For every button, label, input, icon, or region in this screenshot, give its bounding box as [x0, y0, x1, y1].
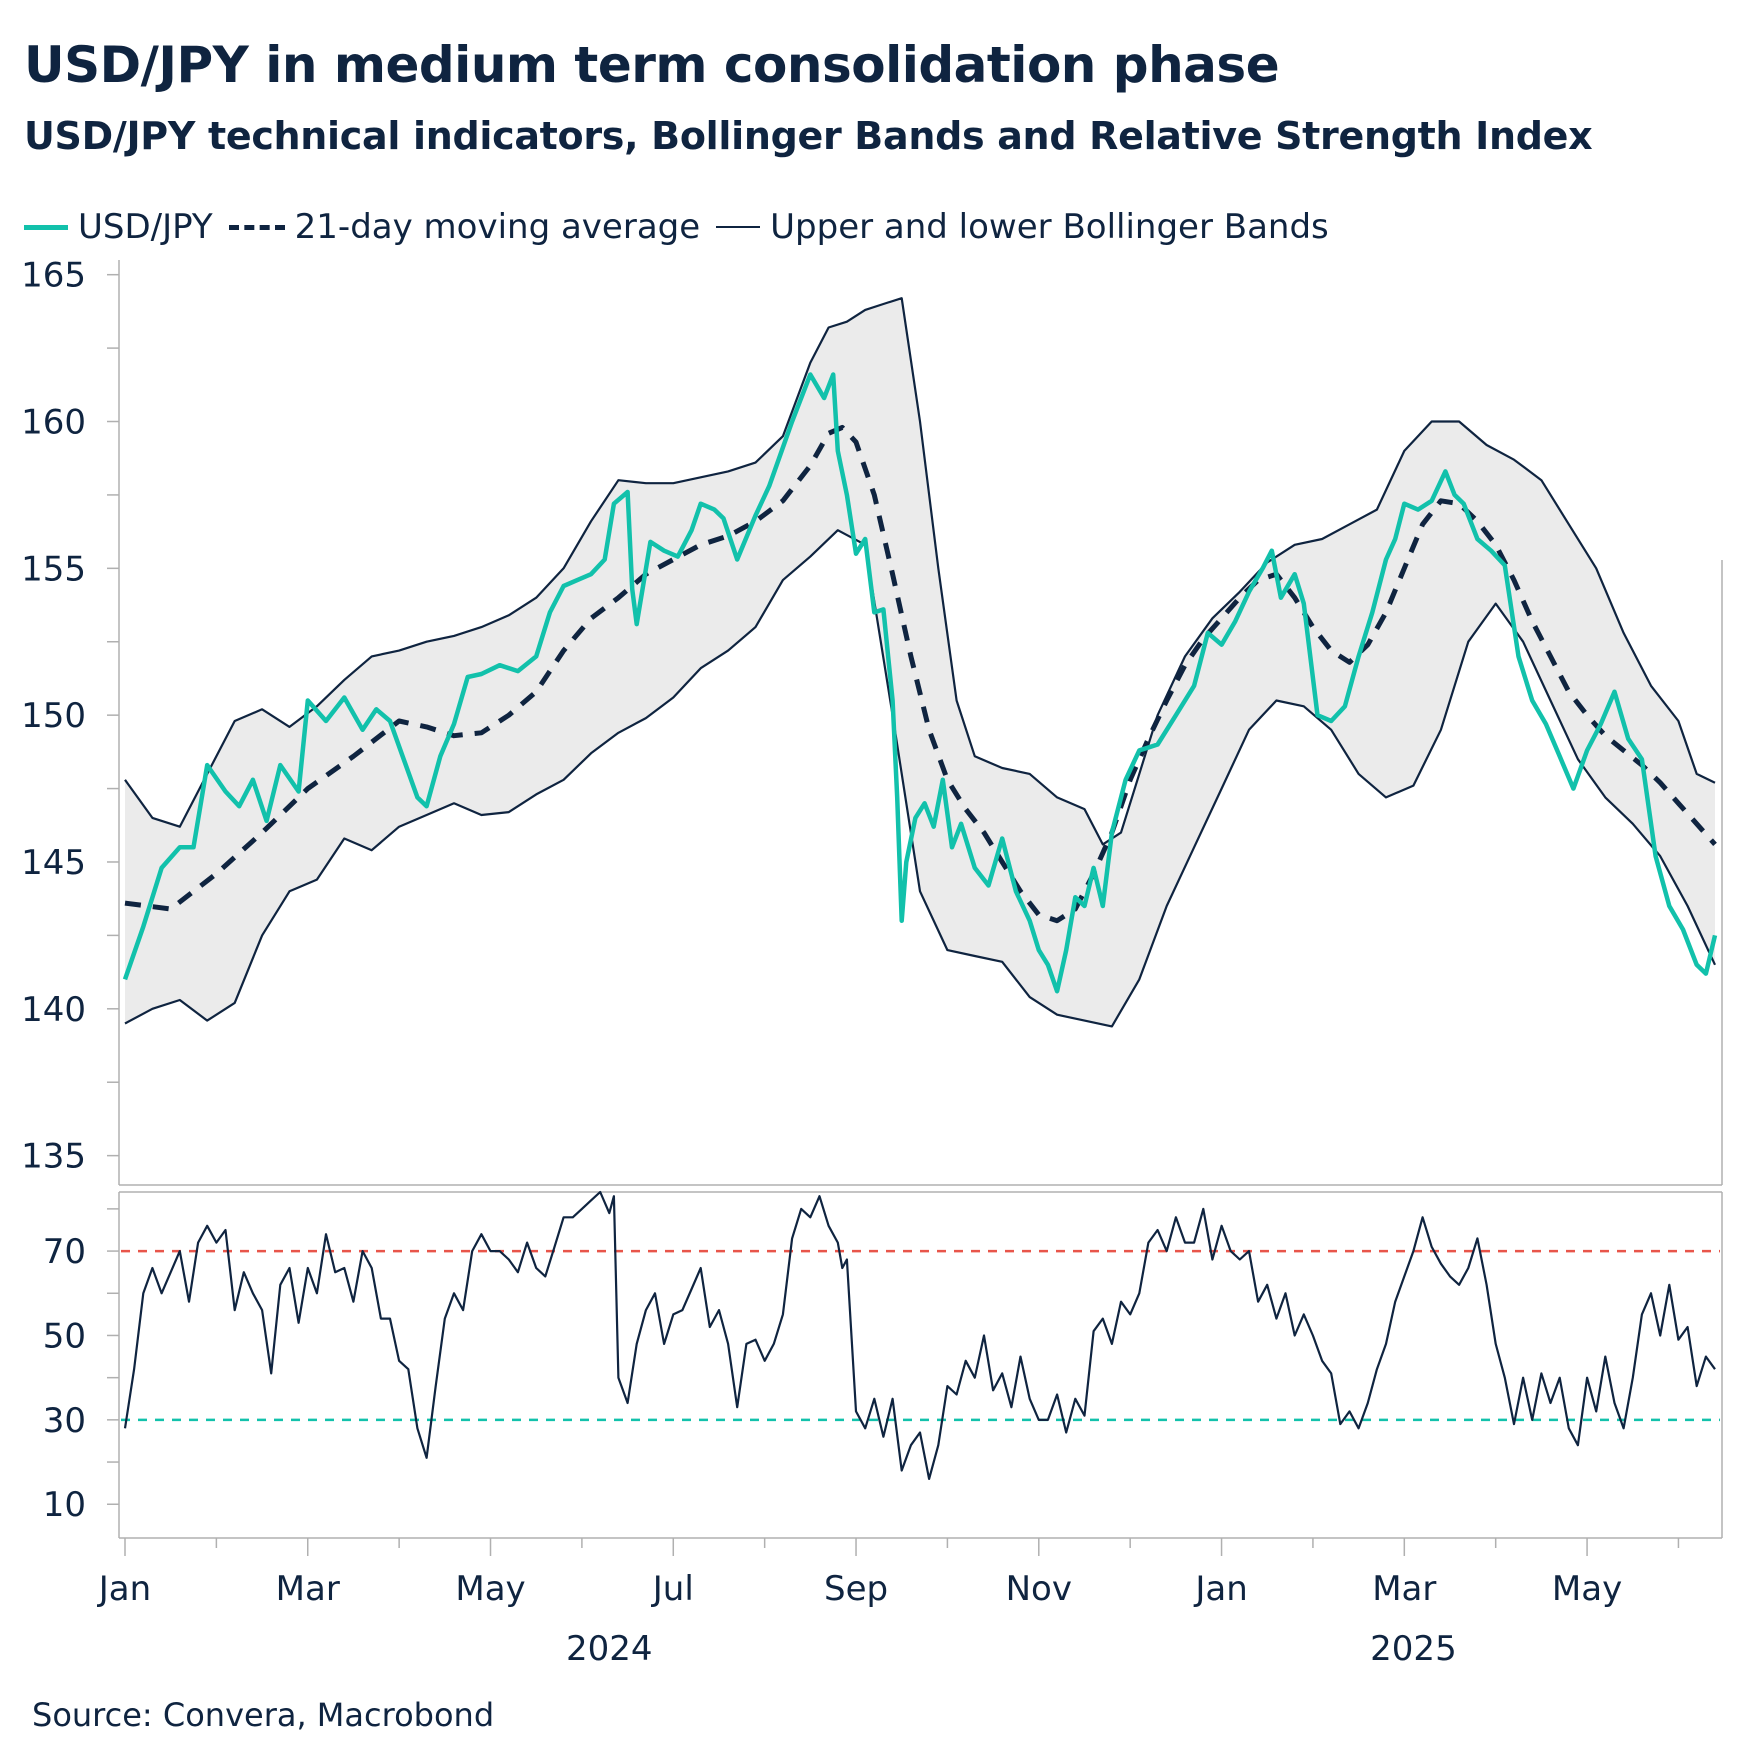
legend-swatch-usdjpy	[24, 224, 68, 230]
x-tick-label: Jul	[651, 1569, 694, 1609]
usdjpy-line	[122, 372, 1718, 994]
chart-subtitle: USD/JPY technical indicators, Bollinger …	[24, 114, 1593, 158]
lower-bollinger-band-line	[124, 529, 1716, 1028]
price-panel: 135 140 145 150 155 160 165	[21, 256, 1723, 1186]
rsi-y-tick-label: 10	[43, 1485, 86, 1525]
chart-title: USD/JPY in medium term consolidation pha…	[24, 36, 1280, 94]
legend-swatch-bollinger-bands	[716, 226, 761, 228]
x-tick-label: Nov	[1006, 1569, 1072, 1609]
x-tick-label: Sep	[824, 1569, 888, 1609]
legend-swatch-moving-average	[228, 224, 285, 230]
x-tick-label: May	[1552, 1569, 1622, 1609]
price-y-tick-label: 135	[21, 1137, 86, 1177]
x-year-label: 2024	[566, 1629, 653, 1669]
upper-bollinger-band-line	[124, 297, 1716, 846]
price-y-tick-label: 150	[21, 696, 86, 736]
legend-item-usdjpy: USD/JPY	[24, 207, 213, 247]
price-y-tick-label: 160	[21, 403, 86, 443]
x-tick-label: Jan	[97, 1569, 151, 1609]
x-tick-label: May	[455, 1569, 525, 1609]
x-tick-label: Jan	[1193, 1569, 1247, 1609]
rsi-y-tick-label: 50	[43, 1316, 86, 1356]
legend-label-usdjpy: USD/JPY	[78, 207, 213, 247]
price-y-tick-label: 155	[21, 549, 86, 589]
source-note: Source: Convera, Macrobond	[32, 1696, 495, 1734]
price-y-tick-label: 165	[21, 256, 86, 296]
price-y-tick-label: 140	[21, 990, 86, 1030]
rsi-y-tick-label: 70	[43, 1232, 86, 1272]
x-year-label: 2025	[1370, 1629, 1457, 1669]
bollinger-band-fill	[125, 298, 1715, 1027]
legend-label-moving-average: 21-day moving average	[294, 207, 701, 247]
x-axis: Jan Mar May Jul Sep Nov Jan Mar May 2024 2025	[97, 1538, 1680, 1669]
rsi-y-tick-label: 30	[43, 1401, 86, 1441]
rsi-panel: 10 30 50 70	[43, 1190, 1723, 1539]
x-tick-label: Mar	[1372, 1569, 1436, 1609]
legend-label-bollinger-bands: Upper and lower Bollinger Bands	[770, 207, 1329, 247]
price-y-tick-label: 145	[21, 843, 86, 883]
legend-item-bollinger-bands: Upper and lower Bollinger Bands	[716, 207, 1329, 247]
rsi-line	[123, 1190, 1716, 1480]
moving-average-line	[124, 424, 1717, 924]
x-tick-label: Mar	[276, 1569, 340, 1609]
legend: USD/JPY 21-day moving average Upper and …	[24, 205, 1345, 249]
legend-item-moving-average: 21-day moving average	[228, 207, 701, 247]
